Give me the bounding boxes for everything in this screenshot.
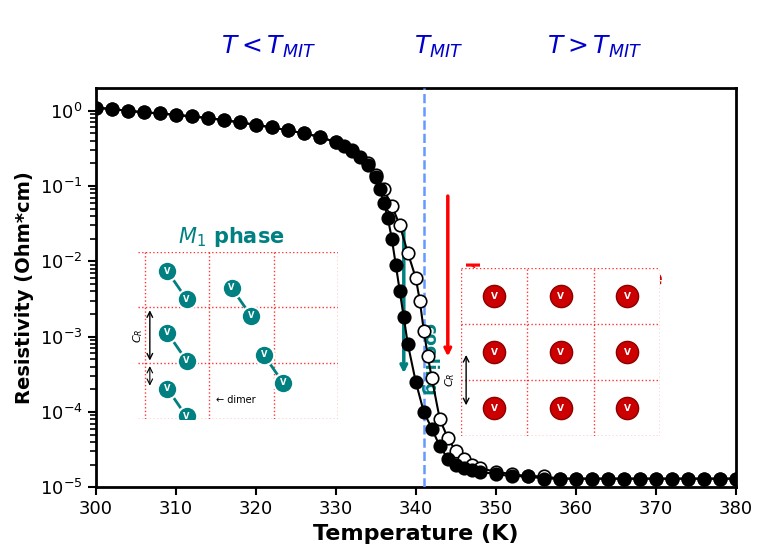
Text: V: V xyxy=(491,292,498,301)
Text: V: V xyxy=(248,311,254,320)
Text: V: V xyxy=(280,378,286,387)
Text: $M_1$ phase: $M_1$ phase xyxy=(178,225,285,249)
Text: $T>T_{MIT}$: $T>T_{MIT}$ xyxy=(548,34,643,60)
Text: $T_{MIT}$: $T_{MIT}$ xyxy=(413,34,463,60)
Text: V: V xyxy=(624,348,631,357)
Text: $C_R$: $C_R$ xyxy=(131,328,144,343)
Text: ← dimer: ← dimer xyxy=(216,395,255,405)
Text: R phase: R phase xyxy=(569,269,663,288)
Text: heating: heating xyxy=(460,262,478,339)
Y-axis label: Resistivity (Ohm*cm): Resistivity (Ohm*cm) xyxy=(15,171,34,404)
Text: V: V xyxy=(491,348,498,357)
Text: $T<T_{MIT}$: $T<T_{MIT}$ xyxy=(221,34,316,60)
Text: V: V xyxy=(557,404,564,413)
Text: V: V xyxy=(228,283,235,292)
Text: cooling: cooling xyxy=(420,323,438,396)
Text: V: V xyxy=(184,295,190,304)
Text: V: V xyxy=(164,267,170,276)
Text: $C_R$: $C_R$ xyxy=(444,373,458,387)
X-axis label: Temperature (K): Temperature (K) xyxy=(313,524,518,544)
Text: V: V xyxy=(557,348,564,357)
Text: V: V xyxy=(164,328,170,337)
Text: V: V xyxy=(491,404,498,413)
Text: V: V xyxy=(260,350,267,359)
Text: V: V xyxy=(164,384,170,393)
Text: V: V xyxy=(624,292,631,301)
Text: V: V xyxy=(184,412,190,421)
Text: V: V xyxy=(557,292,564,301)
Text: V: V xyxy=(624,404,631,413)
Text: V: V xyxy=(184,356,190,365)
